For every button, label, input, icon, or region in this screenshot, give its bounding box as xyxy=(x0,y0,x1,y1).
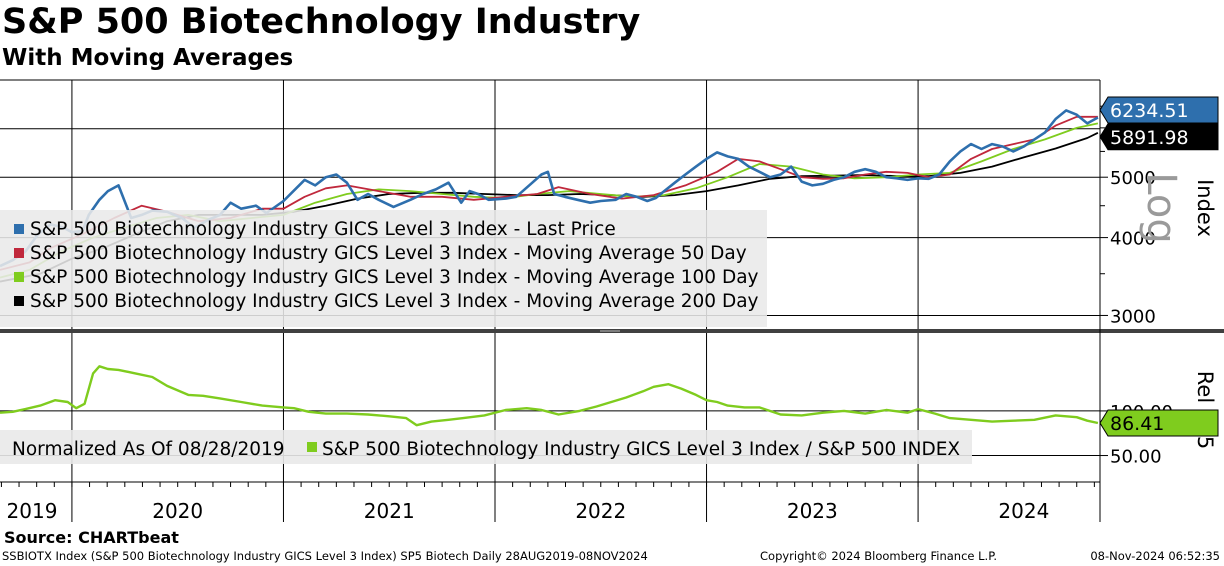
last-price-tag-text: 6234.51 xyxy=(1110,100,1189,122)
legend-entry: S&P 500 Biotechnology Industry GICS Leve… xyxy=(322,439,960,460)
last-price-tag: 6234.51 xyxy=(1099,96,1219,124)
legend-swatch xyxy=(14,224,24,234)
lower-tick-label: 50.00 xyxy=(1110,447,1162,468)
upper-legend-box xyxy=(0,210,767,327)
year-label: 2023 xyxy=(787,499,838,523)
year-label: 2020 xyxy=(152,499,203,523)
relative-value-tag-shape xyxy=(1099,409,1219,437)
footer-timestamp: 08-Nov-2024 06:52:35 xyxy=(1090,549,1220,563)
upper-axis-title: Index xyxy=(1193,179,1217,237)
relative-value-tag: 86.41 xyxy=(1099,409,1219,437)
footer-ticker-description: SSBIOTX Index (S&P 500 Biotechnology Ind… xyxy=(2,549,648,563)
ma200-value-tag-text: 5891.98 xyxy=(1110,127,1189,149)
ma200-value-tag-shape xyxy=(1099,123,1219,151)
series-line-relative-to-s-p-500 xyxy=(0,365,1099,427)
year-label: 2024 xyxy=(998,499,1049,523)
legend-entry: S&P 500 Biotechnology Industry GICS Leve… xyxy=(30,219,616,240)
lower-legend-prefix: Normalized As Of 08/28/2019 xyxy=(12,439,285,460)
year-label: 2019 xyxy=(7,499,58,523)
log-scale-label: Log xyxy=(1138,172,1184,243)
chart-title: S&P 500 Biotechnology Industry xyxy=(2,2,641,42)
footer-copyright: Copyright© 2024 Bloomberg Finance L.P. xyxy=(760,549,997,563)
relative-value-tag-text: 86.41 xyxy=(1110,413,1164,435)
legend-swatch xyxy=(307,442,317,452)
legend-entry: S&P 500 Biotechnology Industry GICS Leve… xyxy=(30,291,759,312)
legend-entry: S&P 500 Biotechnology Industry GICS Leve… xyxy=(30,267,759,288)
legend-entry: S&P 500 Biotechnology Industry GICS Leve… xyxy=(30,243,747,264)
upper-tick-label: 5000 xyxy=(1110,168,1156,189)
lower-legend-box xyxy=(0,430,972,464)
upper-tick-label: 3000 xyxy=(1110,306,1156,327)
year-label: 2022 xyxy=(575,499,626,523)
legend-swatch xyxy=(14,296,24,306)
ma200-value-tag: 5891.98 xyxy=(1099,123,1219,151)
year-label: 2021 xyxy=(364,499,415,523)
legend-swatch xyxy=(14,248,24,258)
chart-subtitle: With Moving Averages xyxy=(2,45,294,71)
last-price-tag-shape xyxy=(1099,96,1219,124)
upper-tick-label: 4000 xyxy=(1110,229,1156,250)
legend-swatch xyxy=(14,272,24,282)
source-note: Source: CHARTbeat xyxy=(4,528,179,547)
